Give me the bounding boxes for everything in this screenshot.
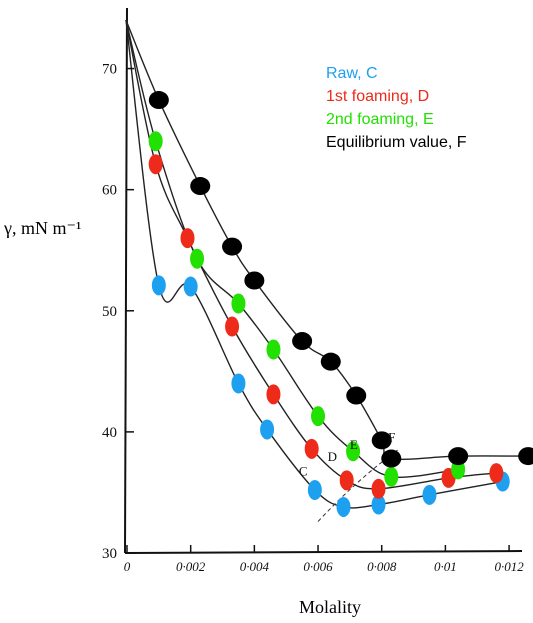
data-point — [180, 228, 195, 249]
x-tick-label: 0 — [124, 559, 131, 574]
data-point — [311, 406, 326, 427]
x-tick-label: 0·006 — [303, 559, 333, 574]
data-point — [148, 154, 163, 175]
data-point — [384, 466, 399, 487]
x-tick-label: 0·012 — [494, 559, 524, 574]
data-point — [336, 496, 351, 517]
data-point — [231, 373, 246, 394]
y-tick-label: 70 — [102, 62, 117, 78]
data-point — [260, 419, 275, 440]
curve-C — [125, 20, 503, 509]
data-point — [292, 332, 313, 351]
data-point — [190, 248, 205, 269]
curve-label-C: C — [299, 463, 308, 478]
data-point — [371, 478, 386, 499]
x-axis-line — [124, 550, 523, 554]
curve-labels: C DE F — [299, 430, 395, 479]
data-point — [307, 480, 322, 501]
x-axis-label: Molality — [299, 597, 361, 617]
data-points — [148, 91, 533, 517]
data-point — [151, 275, 166, 296]
x-tick-label: 0·002 — [176, 559, 206, 574]
y-tick-label: 50 — [102, 304, 117, 320]
curve-label-E: E — [350, 437, 358, 452]
data-point — [304, 438, 319, 459]
curve-label-D: D — [328, 449, 337, 464]
x-tick-label: 0·008 — [367, 559, 397, 574]
legend-entry: Equilibrium value, F — [326, 134, 467, 151]
y-tick-label: 60 — [102, 183, 117, 199]
data-point — [190, 177, 211, 196]
legend-entry: 2nd foaming, E — [326, 111, 434, 128]
data-point — [346, 386, 367, 405]
data-point — [183, 276, 198, 297]
x-tick-label: 0·01 — [434, 559, 457, 574]
data-point — [381, 449, 402, 468]
data-point — [448, 447, 469, 466]
y-tick-label: 30 — [102, 546, 117, 562]
y-tick-label: 40 — [102, 425, 117, 441]
data-point — [222, 237, 243, 256]
data-point — [371, 431, 392, 450]
y-axis-label: γ, mN m⁻¹ — [3, 218, 81, 238]
y-axis-line — [124, 7, 128, 554]
legend-entry: 1st foaming, D — [326, 88, 429, 105]
data-point — [266, 339, 281, 360]
curve-D — [125, 19, 497, 490]
x-tick-label: 0·004 — [240, 559, 270, 574]
data-point — [244, 271, 265, 290]
data-point — [422, 484, 437, 505]
data-point — [489, 463, 504, 484]
data-point — [346, 441, 361, 462]
data-point — [266, 384, 281, 405]
axis-ticks: 30 40 50 60 70 0 0·002 0·004 0·006 0·008 0·01 0·012 — [102, 62, 524, 574]
data-point — [339, 470, 354, 491]
data-point — [225, 316, 240, 337]
data-point — [518, 447, 533, 466]
data-point — [148, 131, 163, 152]
data-point — [371, 494, 386, 515]
plot-frame — [124, 7, 523, 554]
data-point — [231, 293, 246, 314]
data-point — [148, 91, 169, 110]
legend-entry: Raw, C — [326, 65, 378, 82]
curve-label-F: F — [388, 430, 395, 445]
legend: Raw, C 1st foaming, D 2nd foaming, E Equili… — [326, 65, 467, 151]
data-point — [320, 352, 341, 371]
